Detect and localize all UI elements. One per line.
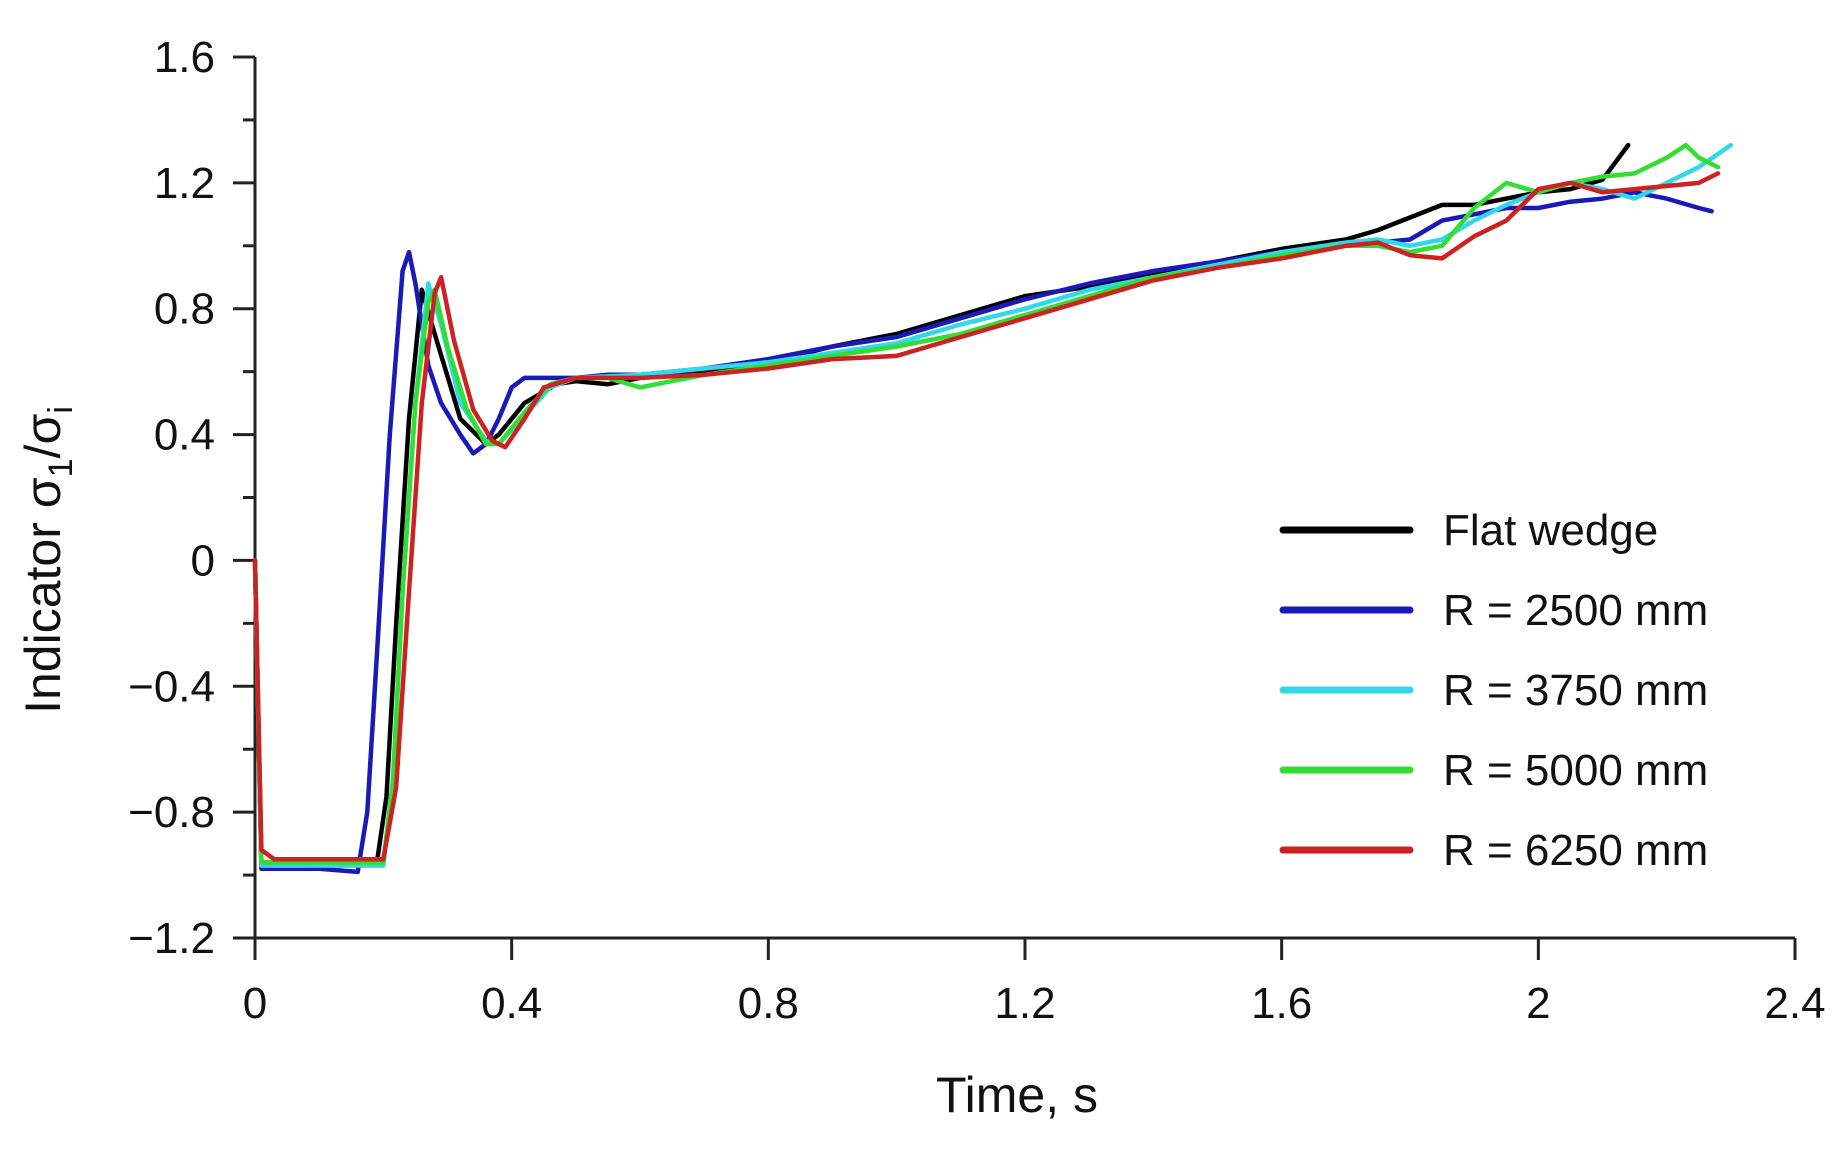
y-axis-title-sub1: 1 xyxy=(42,458,80,477)
series-line-5 xyxy=(252,171,1721,862)
y-axis-title-sub2: i xyxy=(42,406,80,414)
y-tick-label: −0.4 xyxy=(128,662,215,711)
x-tick-label: 2 xyxy=(1526,979,1550,1028)
legend-label: Flat wedge xyxy=(1443,506,1658,555)
legend-label: R = 6250 mm xyxy=(1443,826,1708,875)
x-axis: 0 0.4 0.8 1.2 1.6 2 2.4 xyxy=(243,936,1826,1028)
series-line-1 xyxy=(252,142,1631,865)
x-tick-label: 0.8 xyxy=(738,979,799,1028)
y-axis-title-main: Indicator σ xyxy=(15,477,71,714)
x-tick-label: 1.2 xyxy=(994,979,1055,1028)
legend: Flat wedge R = 2500 mm R = 3750 mm R = 5000… xyxy=(1279,506,1708,875)
y-tick-label: 0 xyxy=(191,536,215,585)
y-tick-label: 0.8 xyxy=(154,285,215,334)
y-axis: −1.2 −0.8 −0.4 0 0.4 0.8 1.2 1.6 xyxy=(128,33,257,963)
y-tick-label: 1.2 xyxy=(154,159,215,208)
legend-label: R = 2500 mm xyxy=(1443,586,1708,635)
legend-label: R = 3750 mm xyxy=(1443,666,1708,715)
y-tick-label: 0.4 xyxy=(154,411,215,460)
x-tick-label: 0.4 xyxy=(481,979,542,1028)
series-line-4 xyxy=(252,142,1721,865)
y-tick-label: 1.6 xyxy=(154,33,215,82)
y-axis-title: Indicator σ1/σi xyxy=(15,406,80,714)
legend-label: R = 5000 mm xyxy=(1443,746,1708,795)
y-tick-label: −1.2 xyxy=(128,914,215,963)
y-tick-label: −0.8 xyxy=(128,788,215,837)
series-layer xyxy=(252,142,1734,875)
y-axis-title-slash: /σ xyxy=(15,414,71,459)
x-tick-label: 1.6 xyxy=(1251,979,1312,1028)
x-tick-label: 2.4 xyxy=(1764,979,1825,1028)
x-tick-label: 0 xyxy=(243,979,267,1028)
x-axis-title: Time, s xyxy=(936,1067,1098,1123)
